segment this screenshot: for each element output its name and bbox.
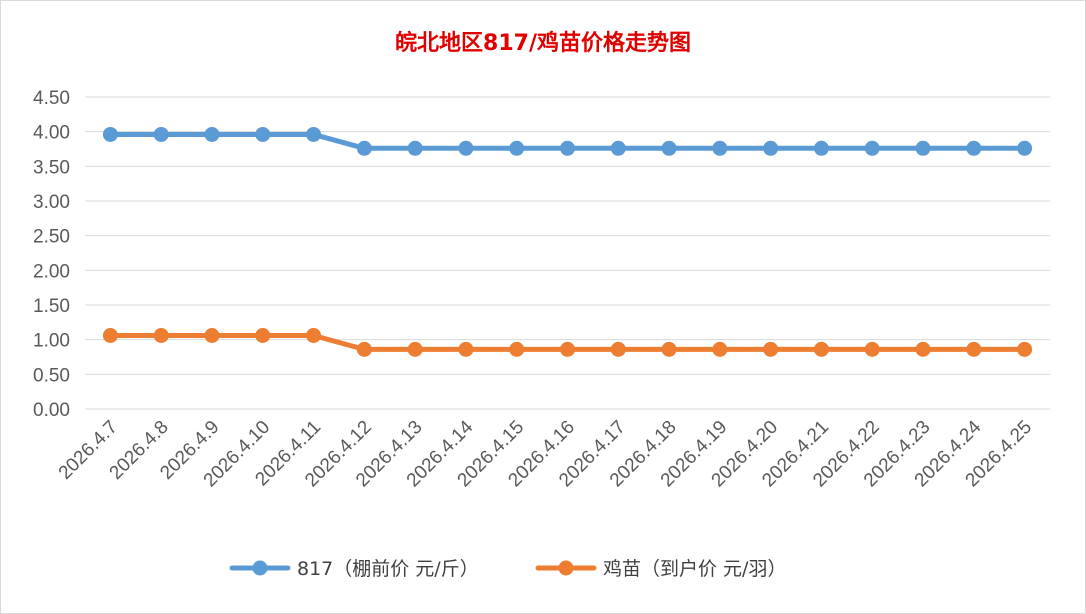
legend-label-2: 鸡苗（到户价 元/羽）: [603, 558, 786, 580]
series-2-point: [407, 341, 423, 357]
y-tick-label: 3.00: [33, 192, 70, 213]
series-2-point: [306, 328, 322, 344]
y-tick-label: 1.00: [33, 331, 70, 352]
x-axis-tick-labels: 2026.4.72026.4.82026.4.92026.4.102026.4.…: [55, 416, 1036, 491]
y-tick-label: 2.00: [33, 261, 70, 282]
series-2-point: [458, 341, 474, 357]
series-2-point: [255, 328, 271, 344]
y-tick-label: 1.50: [33, 296, 70, 317]
series-1-point: [458, 140, 474, 156]
series-2-point: [1017, 341, 1033, 357]
series-2-point: [153, 328, 169, 344]
y-tick-label: 4.50: [33, 88, 70, 109]
series-1-point: [915, 140, 931, 156]
legend: 817（棚前价 元/斤） 鸡苗（到户价 元/羽）: [229, 558, 786, 580]
series-1-point: [610, 140, 626, 156]
y-tick-label: 0.00: [33, 400, 70, 421]
series-1-point: [255, 126, 271, 142]
series-1-point: [153, 126, 169, 142]
series-2-point: [356, 341, 372, 357]
y-tick-label: 0.50: [33, 365, 70, 386]
legend-swatch-marker-1: [252, 560, 268, 576]
series-2-point: [509, 341, 525, 357]
y-axis-tick-labels: 0.00 0.50 1.00 1.50 2.00 2.50 3.00 3.50 4.00 4.50: [33, 88, 70, 421]
series-1-point: [763, 140, 779, 156]
series-1-point: [661, 140, 677, 156]
series-1-point: [407, 140, 423, 156]
y-tick-label: 3.50: [33, 157, 70, 178]
series-1-point: [712, 140, 728, 156]
y-tick-label: 2.50: [33, 227, 70, 248]
series-2-point: [661, 341, 677, 357]
series-2-point: [712, 341, 728, 357]
legend-swatch-marker-2: [558, 560, 574, 576]
series-1-point: [102, 126, 118, 142]
chart-title: 皖北地区817/鸡苗价格走势图: [395, 30, 691, 56]
series-2-point: [763, 341, 779, 357]
series-1-point: [509, 140, 525, 156]
series-1-point: [813, 140, 829, 156]
series-2-point: [560, 341, 575, 357]
series-group: [102, 126, 1033, 357]
series-2-point: [813, 341, 829, 357]
series-2-point: [966, 341, 982, 357]
series-1-point: [1017, 140, 1033, 156]
legend-label-1: 817（棚前价 元/斤）: [297, 558, 479, 580]
series-2-point: [864, 341, 880, 357]
series-2-point: [610, 341, 626, 357]
series-1-point: [966, 140, 982, 156]
series-1-point: [306, 126, 322, 142]
series-2-point: [102, 328, 118, 344]
gridlines: [85, 96, 1050, 410]
series-1-point: [864, 140, 880, 156]
series-2-point: [204, 328, 220, 344]
y-tick-label: 4.00: [33, 123, 70, 144]
series-1-point: [560, 140, 575, 156]
series-1-point: [204, 126, 220, 142]
series-1-point: [356, 140, 372, 156]
series-2-point: [915, 341, 931, 357]
